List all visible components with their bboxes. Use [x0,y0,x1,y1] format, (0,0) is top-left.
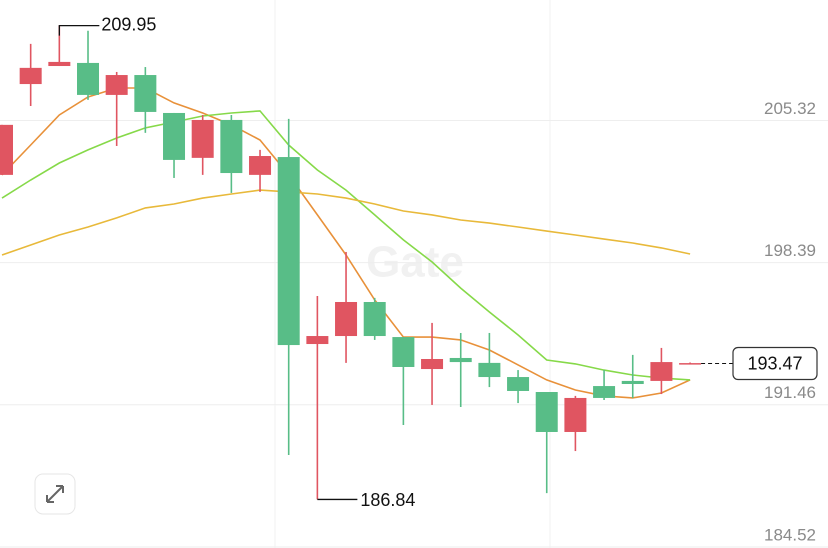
current-price-box [732,346,818,381]
y-tick-label: 198.39 [764,241,816,260]
expand-button[interactable] [34,473,76,515]
candle-body [535,392,558,432]
min-annotation: 186.84 [360,490,415,510]
candle-body [220,119,243,174]
candle-body [392,337,415,367]
y-tick-label: 191.46 [764,383,816,402]
candle-body [650,362,673,381]
candle-body [277,157,300,346]
current-price-label: 193.47 [747,353,802,373]
candle-body [19,67,42,85]
expand-icon [46,485,64,503]
candle-body [163,112,186,160]
candle-body [449,357,472,363]
candle-body [306,336,329,345]
y-tick-label: 184.52 [764,525,816,544]
candle-body [421,358,444,370]
candle-body [105,75,128,95]
candle-body [191,119,214,158]
candle-body [363,301,386,337]
candle-body [48,61,71,67]
max-annotation-line [58,24,100,36]
max-annotation: 209.95 [101,14,156,34]
candle-body [335,301,358,337]
candle-body [249,156,272,175]
y-tick-label: 205.32 [764,99,816,118]
watermark: Gate [366,238,464,287]
candle-body [478,362,501,378]
candle-body [564,397,587,432]
candle-body [77,62,100,95]
candle-body [679,363,702,365]
moving-average-line [1,189,691,256]
candle-body [507,377,530,391]
candle-body [593,386,616,398]
candle-body [621,380,644,385]
candle-body [0,124,13,175]
candle-body [134,75,157,112]
